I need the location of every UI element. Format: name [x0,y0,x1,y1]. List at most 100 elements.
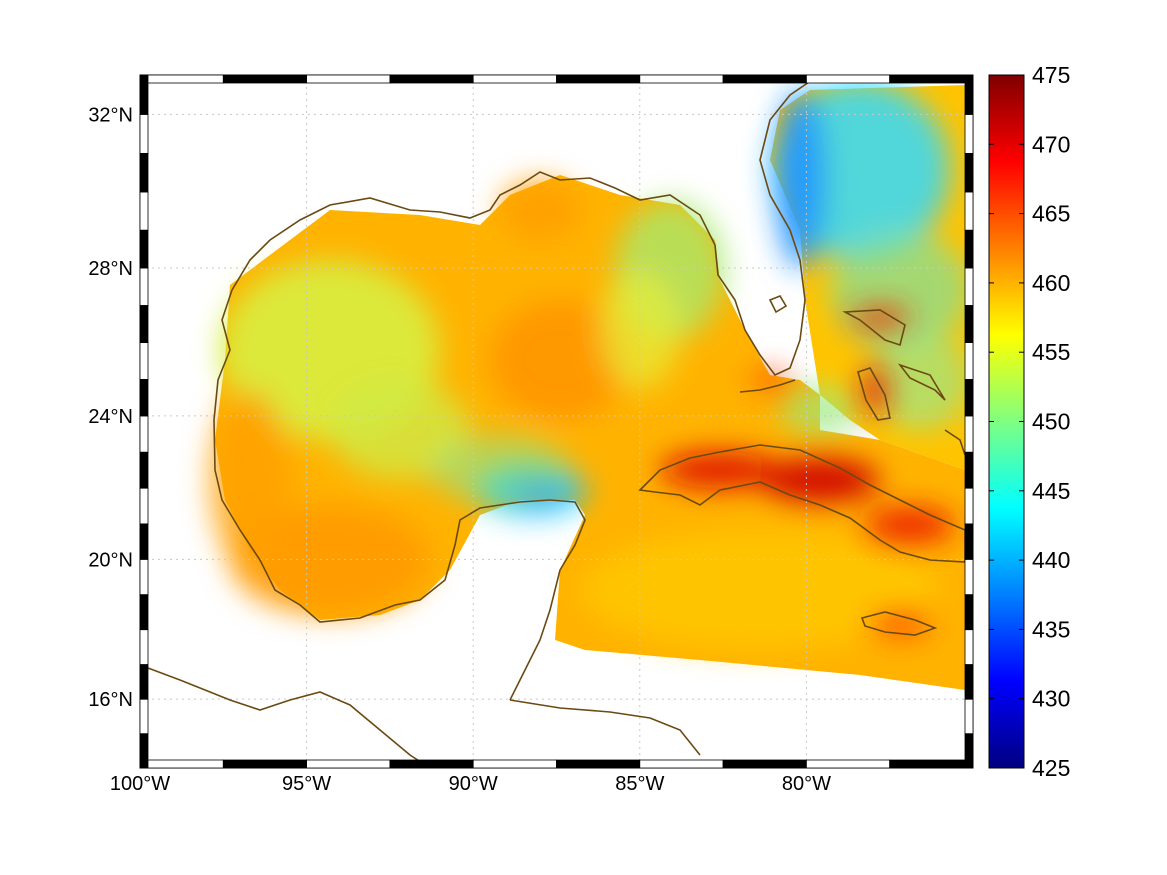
frame-top-seg-8 [806,74,891,84]
frame-right-seg-3 [964,629,974,665]
bahamas-outline-1 [857,367,891,421]
map-frame [139,74,974,769]
longitude-labels: 100°W 95°W 90°W 85°W 80°W [110,773,831,795]
central-gulf-patch [490,300,630,420]
colorbar-tick-label: 465 [1032,201,1070,227]
colorbar-ticks: 475 470 465 460 455 450 445 440 435 430 425 [989,62,1070,781]
florida-keys [739,379,796,393]
colorbar-tick-label: 445 [1032,478,1070,504]
frame-right-seg-0 [964,733,974,769]
frame-left-seg-16 [139,152,149,193]
frame-right-seg-6 [964,523,974,560]
lat-tick-label: 28°N [88,258,133,280]
frame-right-seg-7 [964,487,974,525]
frame-bottom-seg-8 [806,759,891,769]
frame-right-seg-8 [964,451,974,489]
jamaica-hot [870,615,930,635]
colorbar-tick-label: 450 [1032,409,1070,435]
colorbar-tick-label: 455 [1032,339,1070,365]
lon-tick-label: 80°W [782,773,831,795]
frame-top-seg-9 [889,74,974,84]
frame-bottom-seg-0 [139,759,224,769]
frame-top-seg-0 [139,74,224,84]
colorbar-tick-label: 430 [1032,686,1070,712]
hispaniola-coast [944,429,966,456]
frame-bottom-seg-2 [306,759,391,769]
colorbar: 475 470 465 460 455 450 445 440 435 430 425 [988,62,1070,781]
frame-left-seg-8 [139,451,149,489]
data-field [210,80,970,690]
frame-left-seg-1 [139,698,149,735]
colorbar-tick-label: 475 [1032,62,1070,88]
frame-left-seg-3 [139,629,149,665]
colorbar-tick-label: 460 [1032,270,1070,296]
caribbean-patch [580,530,940,650]
frame-left-seg-9 [139,415,149,453]
bahamas-hot-1 [863,365,887,415]
frame-right-seg-15 [964,191,974,231]
lon-tick-label: 90°W [449,773,498,795]
frame-left-seg-0 [139,733,149,769]
frame-left-seg-14 [139,229,149,269]
frame-left-seg-2 [139,664,149,700]
lat-tick-label: 20°N [88,549,133,571]
frame-top-seg-6 [639,74,724,84]
frame-bottom-seg-6 [639,759,724,769]
frame-right-seg-4 [964,594,974,631]
frame-right-seg-18 [964,74,974,115]
frame-left-seg-4 [139,594,149,631]
cuba-outline [638,444,966,563]
frame-right-seg-16 [964,152,974,193]
coastline [140,77,966,768]
frame-top-seg-4 [472,74,557,84]
atlantic-cold-core [775,90,825,270]
frame-right-seg-13 [964,267,974,306]
lat-tick-label: 16°N [88,689,133,711]
eastern-gulf-patch [600,270,680,390]
frame-bottom-seg-5 [556,759,641,769]
lon-tick-label: 95°W [282,773,331,795]
frame-right-seg-9 [964,415,974,453]
frame-bottom-seg-4 [472,759,557,769]
jamaica-outline [860,611,938,636]
frame-left-seg-10 [139,379,149,417]
lake-okeechobee [768,295,788,314]
lat-tick-label: 32°N [88,104,133,126]
frame-left-seg-6 [139,523,149,560]
frame-left-seg-5 [139,558,149,596]
cuba-hot-3 [865,507,955,543]
colorbar-tick-label: 470 [1032,131,1070,157]
latitude-labels: 32°N 28°N 24°N 20°N 16°N [88,104,133,711]
frame-right-seg-12 [964,305,974,343]
mississippi-patch [500,180,580,240]
frame-right-seg-14 [964,229,974,269]
us-gulf-coast [231,77,816,376]
frame-right-seg-10 [964,379,974,417]
frame-top-seg-2 [306,74,391,84]
frame-top-seg-1 [222,74,308,84]
frame-bottom-seg-3 [389,759,474,769]
frame-bottom-seg-7 [722,759,807,769]
lon-tick-label: 100°W [110,773,170,795]
straits-patch [780,385,860,435]
frame-top-seg-7 [722,74,807,84]
bahamas-outline-2 [842,309,906,347]
frame-left-seg-12 [139,305,149,343]
frame-right-seg-11 [964,342,974,380]
frame-bottom-seg-1 [222,759,308,769]
honduras-coast [509,699,701,756]
frame-left-seg-17 [139,114,149,154]
frame-right-seg-1 [964,698,974,735]
bahamas-patch [870,330,970,430]
frame-right-seg-5 [964,558,974,596]
central-america-coast [140,664,431,768]
colorbar-tick-label: 425 [1032,755,1070,781]
lon-tick-label: 85°W [615,773,664,795]
texas-coast-patch [210,390,290,570]
frame-left-seg-15 [139,191,149,231]
cuba-hot-1 [660,452,780,488]
frame-right-seg-2 [964,664,974,700]
frame-bottom-seg-9 [889,759,974,769]
bahamas-outline-3 [897,363,946,401]
lat-tick-label: 24°N [88,406,133,428]
